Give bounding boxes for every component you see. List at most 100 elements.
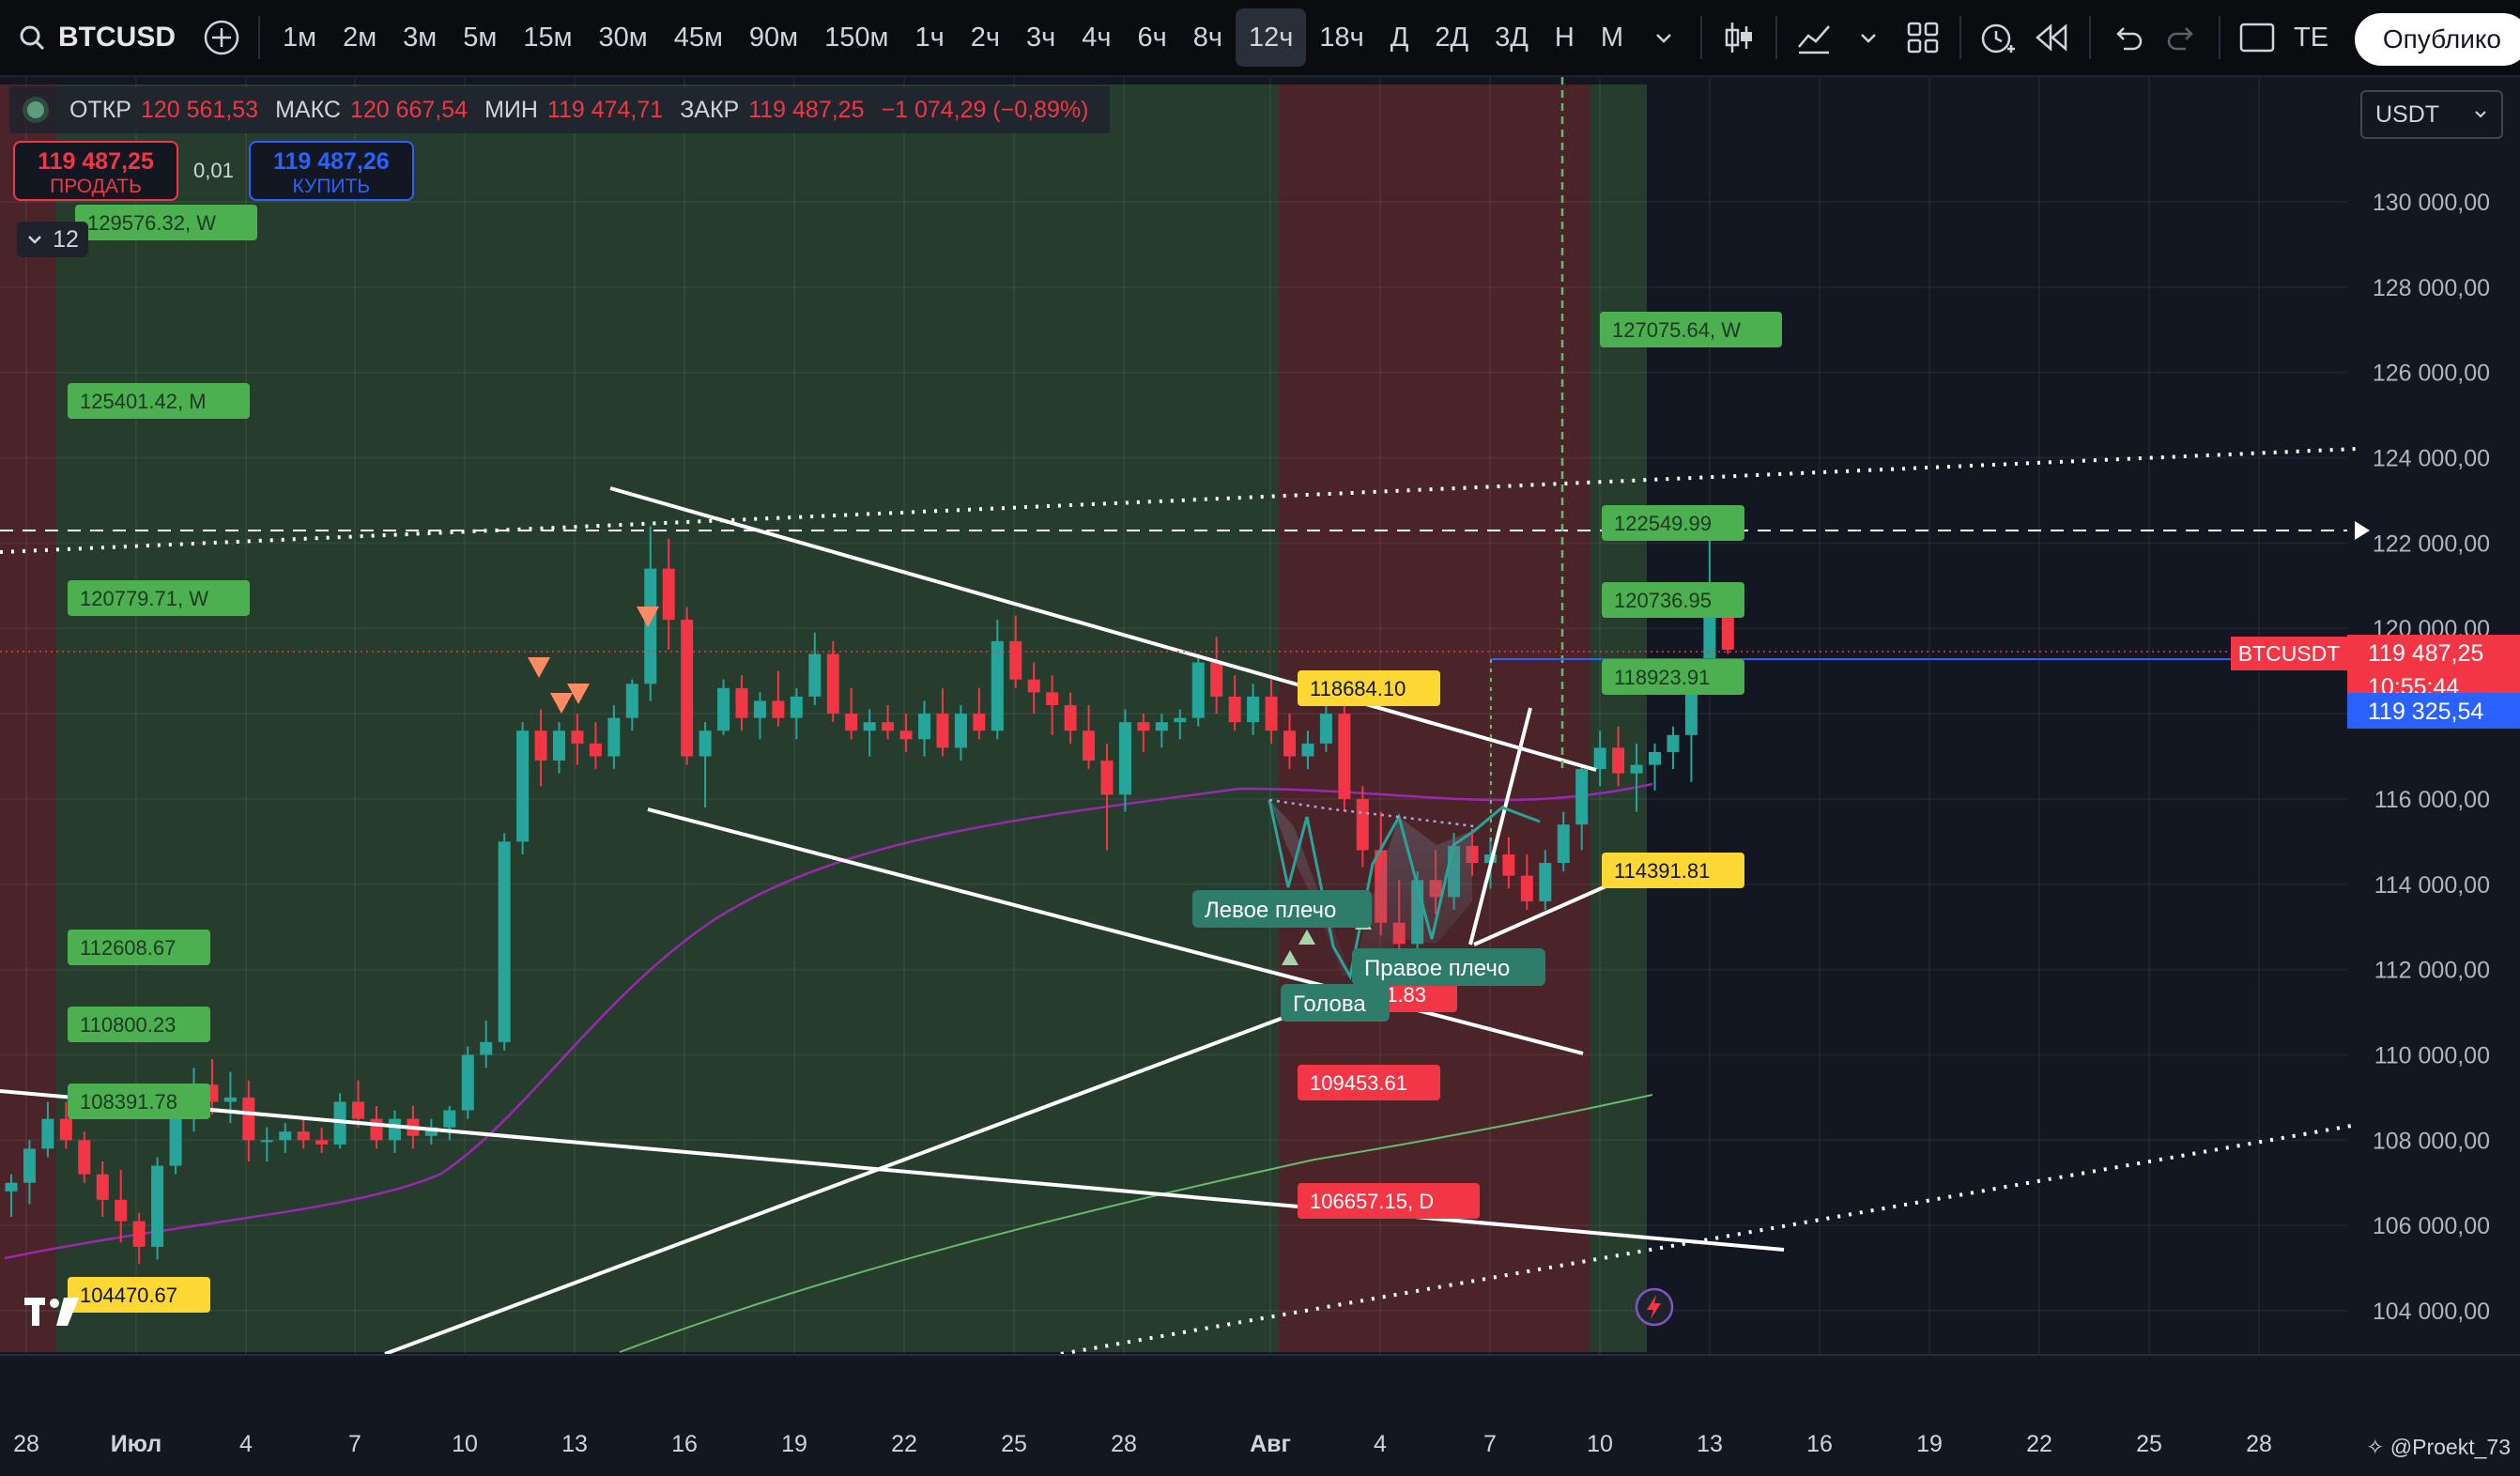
interval-6[interactable]: 45м — [673, 23, 723, 53]
level-118684[interactable] — [1298, 670, 1440, 706]
right-shoulder-label[interactable] — [1352, 948, 1545, 986]
interval-13[interactable]: 6ч — [1137, 23, 1167, 53]
time-axis-label: 10 — [452, 1431, 478, 1457]
layout-grid-icon[interactable] — [1896, 8, 1950, 67]
time-axis-label: 22 — [891, 1431, 917, 1457]
buy-price: 119 487,26 — [272, 148, 390, 175]
interval-14[interactable]: 8ч — [1192, 23, 1222, 53]
interval-1[interactable]: 2м — [343, 23, 377, 53]
alert-clock-icon[interactable] — [1971, 8, 2025, 67]
candle-body — [151, 1165, 164, 1247]
interval-7[interactable]: 90м — [748, 23, 799, 53]
level-110800[interactable] — [68, 1007, 210, 1042]
interval-0[interactable]: 1м — [283, 23, 317, 53]
level-122549[interactable] — [1602, 505, 1744, 541]
currency-select[interactable]: USDT — [2360, 90, 2503, 139]
level-127075[interactable] — [1600, 312, 1782, 347]
pattern-line[interactable] — [1268, 799, 1541, 981]
trend-line-5[interactable] — [1468, 707, 1532, 946]
candle-body — [589, 743, 602, 757]
time-axis-label: 13 — [561, 1431, 588, 1457]
sell-button[interactable]: 119 487,25 ПРОДАТЬ — [13, 141, 178, 201]
interval-20[interactable]: Н — [1554, 23, 1575, 53]
sell-signal-icon — [567, 684, 590, 704]
interval-21[interactable]: М — [1600, 23, 1624, 53]
price-axis[interactable]: 130 000,00 128 000,00 126 000,00 124 000,00… — [2231, 190, 2520, 1325]
level-104470[interactable] — [68, 1277, 210, 1313]
ma-line-green — [619, 1094, 1653, 1353]
interval-11[interactable]: 3ч — [1025, 23, 1056, 53]
interval-12[interactable]: 4ч — [1082, 23, 1112, 53]
interval-9[interactable]: 1ч — [914, 23, 945, 53]
level-112608[interactable] — [68, 930, 210, 965]
level-125401[interactable] — [68, 383, 250, 419]
symbol-search[interactable]: BTCUSD — [0, 0, 194, 76]
interval-4[interactable]: 15м — [523, 23, 573, 53]
candle-body — [96, 1174, 109, 1200]
interval-19[interactable]: 3Д — [1495, 23, 1529, 53]
quantity-value[interactable]: 0,01 — [193, 159, 234, 182]
indicators-collapse-button[interactable]: 12 — [17, 222, 88, 257]
level-120779[interactable] — [68, 580, 250, 616]
price-chart[interactable]: 129576.32, W 125401.42, M 120779.71, W 1126… — [0, 77, 2520, 1354]
chevron-down-icon[interactable] — [1841, 8, 1896, 67]
level-106657[interactable] — [1298, 1183, 1480, 1219]
candle-body — [808, 653, 822, 697]
undo-icon[interactable] — [2100, 8, 2155, 67]
cut-toolbar-label[interactable]: ТЕ — [2294, 23, 2329, 53]
interval-8[interactable]: 150м — [824, 23, 889, 53]
level-114391[interactable] — [1602, 853, 1744, 888]
interval-15[interactable]: 12ч — [1235, 8, 1307, 67]
candle-body — [1046, 692, 1059, 705]
head-label[interactable] — [1281, 984, 1390, 1022]
time-axis[interactable]: ✧ @Proekt_73 28 Июл 4 7 10 13 16 19 22 25 28 Авг 4 7 1… — [0, 1287, 2520, 1476]
interval-18[interactable]: 2Д — [1435, 23, 1469, 53]
moving-averages — [4, 782, 1653, 1353]
trend-line-0[interactable] — [609, 486, 1597, 772]
interval-2[interactable]: 3м — [403, 23, 438, 53]
candles-icon[interactable] — [1712, 8, 1766, 67]
buy-signal-icon — [1282, 950, 1298, 965]
level-118923[interactable] — [1602, 659, 1744, 695]
interval-17[interactable]: Д — [1390, 23, 1409, 53]
lightning-icon[interactable] — [1634, 1286, 1675, 1328]
level-109453[interactable] — [1298, 1065, 1440, 1100]
publish-button[interactable]: Опублико — [2354, 13, 2520, 66]
replay-icon[interactable] — [2025, 8, 2080, 67]
left-shoulder-label[interactable] — [1192, 890, 1372, 928]
low-label: МИН — [484, 96, 538, 123]
chevron-down-icon — [2475, 111, 2486, 118]
candle-body — [370, 1118, 383, 1141]
fullscreen-icon[interactable] — [2230, 8, 2284, 67]
buy-button[interactable]: 119 487,26 КУПИТЬ — [248, 141, 414, 201]
level-120736-text: 120736.95 — [1614, 589, 1712, 612]
indicators-icon[interactable] — [1787, 8, 1841, 67]
candle-body — [260, 1140, 273, 1143]
candle-body — [1649, 751, 1661, 765]
candle-body — [1667, 734, 1680, 752]
trend-line-2[interactable] — [0, 1089, 1785, 1252]
visibility-dot-icon[interactable] — [23, 97, 49, 123]
level-129576[interactable] — [75, 205, 257, 240]
interval-5[interactable]: 30м — [598, 23, 648, 53]
trend-line-1[interactable] — [647, 807, 1584, 1055]
sell-signal-icon — [528, 657, 550, 678]
interval-3[interactable]: 5м — [463, 23, 498, 53]
add-symbol-icon[interactable] — [194, 8, 249, 67]
level-108391[interactable] — [68, 1084, 210, 1119]
redo-icon[interactable] — [2155, 8, 2209, 67]
right-shoulder-label-text: Правое плечо — [1364, 956, 1510, 981]
interval-10[interactable]: 2ч — [970, 23, 1000, 53]
close-label: ЗАКР — [680, 96, 740, 123]
candle-body — [1174, 717, 1187, 723]
chevron-down-icon[interactable] — [1636, 8, 1691, 67]
neckline[interactable] — [1268, 798, 1475, 828]
candle-body — [498, 841, 511, 1042]
trend-line-3[interactable] — [384, 1014, 1289, 1354]
level-120736[interactable] — [1602, 582, 1744, 618]
interval-16[interactable]: 18ч — [1319, 23, 1364, 53]
indicators-count: 12 — [53, 225, 79, 253]
open-value: 120 561,53 — [140, 96, 259, 123]
candle-body — [132, 1221, 146, 1247]
candle-body — [223, 1097, 237, 1102]
